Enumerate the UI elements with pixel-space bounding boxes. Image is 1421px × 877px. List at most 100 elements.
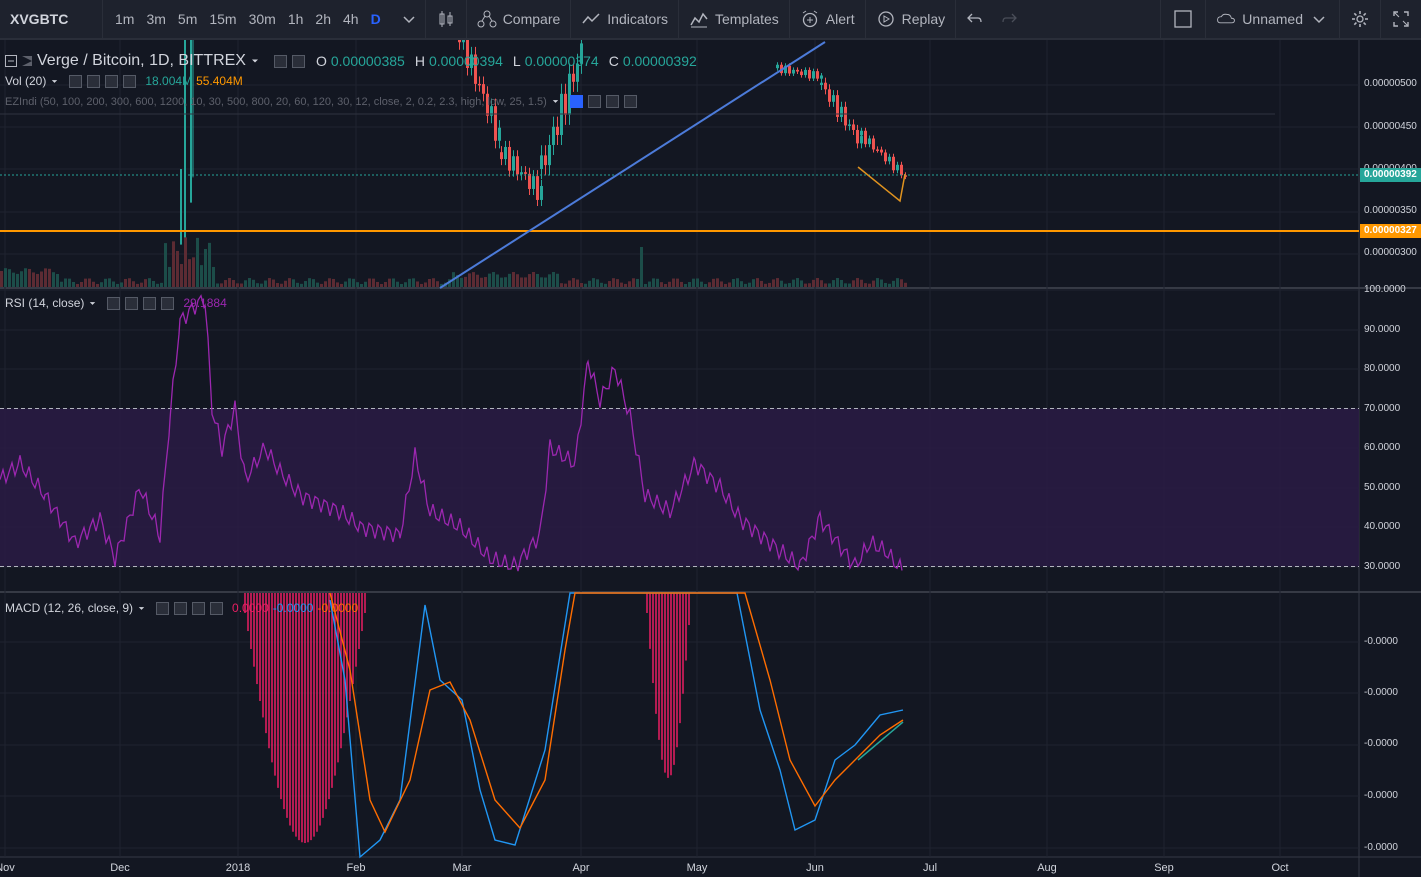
ezindi-legend: EZIndi (50, 100, 200, 300, 600, 1200, 10… [5, 95, 638, 108]
volume-bar [680, 281, 683, 287]
intervals-dropdown[interactable] [393, 0, 425, 38]
redo-button[interactable] [992, 0, 1028, 38]
interval-30m[interactable]: 30m [248, 11, 276, 27]
volume-bar [564, 283, 567, 287]
undo-button[interactable] [956, 0, 992, 38]
chevron-down-icon[interactable] [137, 604, 146, 613]
volume-bar [600, 282, 603, 287]
chevron-down-icon[interactable] [88, 299, 97, 308]
volume-bar [784, 283, 787, 287]
fullscreen-box-button[interactable] [1161, 0, 1205, 38]
chevron-down-icon[interactable] [551, 97, 560, 106]
interval-1h[interactable]: 1h [287, 11, 304, 27]
may-candle [816, 71, 819, 79]
volume-bar [436, 281, 439, 287]
alert-button[interactable]: Alert [790, 0, 865, 38]
volume-bar [484, 277, 487, 287]
chart-canvas[interactable] [0, 40, 1421, 877]
flag-icon[interactable] [21, 55, 33, 67]
add-icon[interactable] [105, 74, 119, 88]
volume-bar [4, 268, 7, 287]
interval-d[interactable]: D [370, 11, 381, 27]
volume-bar [488, 273, 491, 287]
add-icon[interactable] [605, 95, 619, 108]
volume-bar [332, 278, 335, 287]
rsi-name[interactable]: RSI (14, close) [5, 296, 85, 310]
volume-name[interactable]: Vol (20) [5, 74, 47, 88]
visibility-icon[interactable] [569, 95, 583, 108]
settings-icon[interactable] [174, 601, 188, 615]
symbol-search[interactable]: XVGBTC [10, 11, 69, 27]
march-low-candle [520, 172, 523, 175]
volume-bar [620, 282, 623, 287]
settings-icon[interactable] [125, 296, 139, 310]
open-value: 0.00000385 [330, 53, 405, 69]
volume-bar [424, 282, 427, 287]
remove-icon[interactable] [623, 95, 637, 108]
toolbar-divider [465, 0, 467, 38]
interval-5m[interactable]: 5m [177, 11, 198, 27]
add-icon[interactable] [192, 601, 206, 615]
chevron-down-icon[interactable] [250, 56, 260, 66]
layout-name-button[interactable]: Unnamed [1206, 0, 1339, 38]
interval-3m[interactable]: 3m [146, 11, 166, 27]
time-axis-label: Jul [922, 862, 938, 874]
top-toolbar: XVGBTC 1m 3m 5m 15m 30m 1h 2h 4h D Compare Indic… [0, 0, 1421, 40]
march-candle [490, 106, 493, 116]
volume-bar [544, 277, 547, 287]
templates-button[interactable]: Templates [679, 0, 789, 38]
june-candle [820, 82, 823, 85]
volume-bar [904, 282, 907, 287]
interval-1m[interactable]: 1m [115, 11, 135, 27]
interval-15m[interactable]: 15m [209, 11, 237, 27]
volume-bar [8, 269, 11, 287]
visibility-icon[interactable] [69, 74, 83, 88]
compare-button[interactable]: Compare [467, 0, 571, 38]
ezindi-name[interactable]: EZIndi (50, 100, 200, 300, 600, 1200, 10… [5, 95, 547, 108]
volume-bar [156, 283, 159, 287]
price-axis-label: 0.00000450 [1364, 121, 1417, 132]
fullscreen-button[interactable] [1381, 0, 1421, 38]
volume-bar [748, 282, 751, 287]
april-candle [572, 73, 575, 82]
time-axis-label: Dec [110, 862, 130, 874]
collapse-icon[interactable] [5, 55, 17, 67]
interval-2h[interactable]: 2h [315, 11, 331, 27]
volume-bar [580, 282, 583, 287]
march-candle [458, 40, 461, 43]
volume-bar [664, 283, 667, 287]
settings-button[interactable] [1340, 0, 1380, 38]
macd-name[interactable]: MACD (12, 26, close, 9) [5, 601, 134, 615]
volume-bar [876, 278, 879, 287]
visibility-icon[interactable] [273, 54, 287, 68]
settings-icon[interactable] [87, 74, 101, 88]
volume-bar [112, 281, 115, 287]
add-icon[interactable] [143, 296, 157, 310]
symbol-title[interactable]: Verge / Bitcoin, 1D, BITTREX [37, 52, 246, 69]
june-candle [836, 95, 839, 117]
settings-icon[interactable] [291, 54, 305, 68]
indicators-button[interactable]: Indicators [571, 0, 678, 38]
settings-icon[interactable] [587, 95, 601, 108]
remove-icon[interactable] [210, 601, 224, 615]
remove-icon[interactable] [161, 296, 175, 310]
volume-bar [764, 283, 767, 287]
chart-type-button[interactable] [426, 0, 466, 38]
march-candle [470, 54, 473, 68]
volume-bar [32, 272, 35, 287]
visibility-icon[interactable] [107, 296, 121, 310]
visibility-icon[interactable] [156, 601, 170, 615]
volume-bar [56, 273, 59, 287]
small-trend-drawing [857, 166, 906, 203]
volume-bar [512, 272, 515, 287]
volume-bar [176, 250, 179, 287]
volume-legend: Vol (20) 18.004M 55.404M [5, 74, 243, 88]
volume-bar [868, 283, 871, 287]
volume-bar [728, 282, 731, 287]
replay-button[interactable]: Replay [866, 0, 956, 38]
june-candle [852, 124, 855, 130]
remove-icon[interactable] [123, 74, 137, 88]
chevron-down-icon[interactable] [50, 77, 59, 86]
volume-bar [468, 273, 471, 287]
interval-4h[interactable]: 4h [342, 11, 359, 27]
